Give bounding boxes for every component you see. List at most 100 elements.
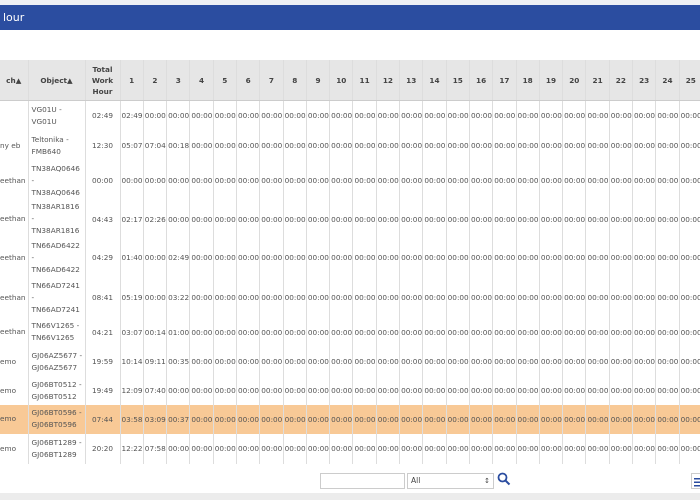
cell-day-17: 00:00 xyxy=(492,200,517,238)
cell-total-work-hour: 04:21 xyxy=(85,317,121,347)
cell-day-17: 00:00 xyxy=(492,433,517,464)
table-row[interactable]: eethan TN66AD6422 - TN66AD6422 04:29 01:40 0… xyxy=(0,237,700,278)
cell-day-5: 00:00 xyxy=(213,433,237,464)
cell-day-6: 00:00 xyxy=(236,160,261,201)
cell-day-3: 00:00 xyxy=(166,100,191,131)
cell-day-9: 00:00 xyxy=(306,404,331,434)
cell-day-5: 00:00 xyxy=(213,100,237,131)
cell-total-work-hour: 08:41 xyxy=(85,277,121,318)
table-row[interactable]: ny eb Teltonika - FMB640 12:30 05:07 07:04 00… xyxy=(0,130,700,161)
cell-day-25: 00:00 xyxy=(679,317,700,347)
cell-day-20: 00:00 xyxy=(562,200,587,238)
list-menu-icon[interactable] xyxy=(691,473,700,489)
cell-day-25: 00:00 xyxy=(679,130,700,161)
header-day-5: 5 xyxy=(213,60,237,101)
cell-day-19: 00:00 xyxy=(539,277,564,318)
cell-day-13: 00:00 xyxy=(399,376,424,405)
cell-day-22: 00:00 xyxy=(609,317,634,347)
cell-day-15: 00:00 xyxy=(446,277,470,318)
cell-day-7: 00:00 xyxy=(259,376,284,405)
cell-total-work-hour: 20:20 xyxy=(85,433,121,464)
cell-day-2: 00:14 xyxy=(143,317,168,347)
cell-day-6: 00:00 xyxy=(236,130,261,161)
cell-day-7: 00:00 xyxy=(259,200,284,238)
cell-day-9: 00:00 xyxy=(306,160,331,201)
table-row[interactable]: eethan TN66V1265 - TN66V1265 04:21 03:07 00:… xyxy=(0,317,700,347)
cell-day-2: 00:00 xyxy=(143,277,168,318)
cell-day-15: 00:00 xyxy=(446,404,470,434)
cell-day-20: 00:00 xyxy=(562,433,587,464)
cell-total-work-hour: 04:29 xyxy=(85,237,121,278)
table-row[interactable]: emo GJ06BT1289 - GJ06BT1289 20:20 12:22 07:5… xyxy=(0,433,700,464)
table-row[interactable]: eethan TN38AQ0646 - TN38AQ0646 00:00 00:00 0… xyxy=(0,160,700,201)
cell-day-5: 00:00 xyxy=(213,317,237,347)
cell-day-13: 00:00 xyxy=(399,404,424,434)
cell-day-8: 00:00 xyxy=(283,100,307,131)
cell-day-12: 00:00 xyxy=(376,200,401,238)
cell-day-14: 00:00 xyxy=(422,433,447,464)
cell-day-18: 00:00 xyxy=(516,317,540,347)
cell-day-10: 00:00 xyxy=(329,277,354,318)
header-day-15: 15 xyxy=(446,60,470,101)
filter-select[interactable]: All ↕ xyxy=(407,473,494,489)
cell-day-23: 00:00 xyxy=(632,130,657,161)
header-day-20: 20 xyxy=(562,60,587,101)
cell-branch: eethan xyxy=(0,277,29,318)
cell-day-13: 00:00 xyxy=(399,433,424,464)
table-row[interactable]: emo GJ06BT0596 - GJ06BT0596 07:44 03:58 03:0… xyxy=(0,404,700,434)
cell-branch: emo xyxy=(0,404,29,434)
cell-object: TN66V1265 - TN66V1265 xyxy=(28,317,86,347)
cell-total-work-hour: 19:59 xyxy=(85,346,121,377)
table-row[interactable]: eethan TN66AD7241 - TN66AD7241 08:41 05:19 0… xyxy=(0,277,700,318)
cell-day-8: 00:00 xyxy=(283,317,307,347)
cell-day-12: 00:00 xyxy=(376,376,401,405)
header-branch[interactable]: ch▲ xyxy=(0,60,29,101)
cell-day-14: 00:00 xyxy=(422,346,447,377)
cell-day-15: 00:00 xyxy=(446,160,470,201)
cell-branch: eethan xyxy=(0,317,29,347)
cell-day-6: 00:00 xyxy=(236,237,261,278)
table-header-row: ch▲ Object▲ Total Work Hour 1 2 3 4 5 6 7 8 9 10 11 12… xyxy=(0,60,700,101)
cell-day-6: 00:00 xyxy=(236,200,261,238)
cell-day-15: 00:00 xyxy=(446,130,470,161)
cell-day-20: 00:00 xyxy=(562,277,587,318)
cell-day-4: 00:00 xyxy=(189,433,214,464)
cell-day-12: 00:00 xyxy=(376,100,401,131)
header-day-16: 16 xyxy=(469,60,494,101)
cell-day-6: 00:00 xyxy=(236,346,261,377)
cell-day-16: 00:00 xyxy=(469,404,494,434)
search-input[interactable] xyxy=(320,473,405,489)
cell-day-7: 00:00 xyxy=(259,277,284,318)
cell-day-21: 00:00 xyxy=(585,100,610,131)
cell-day-22: 00:00 xyxy=(609,130,634,161)
table-row[interactable]: VG01U - VG01U 02:49 02:49 00:00 00:00 00:00 00… xyxy=(0,100,700,131)
cell-object: GJ06AZ5677 - GJ06AZ5677 xyxy=(28,346,86,377)
cell-day-11: 00:00 xyxy=(352,376,377,405)
cell-day-18: 00:00 xyxy=(516,200,540,238)
cell-day-7: 00:00 xyxy=(259,237,284,278)
cell-day-10: 00:00 xyxy=(329,404,354,434)
cell-day-9: 00:00 xyxy=(306,130,331,161)
cell-day-5: 00:00 xyxy=(213,346,237,377)
header-day-9: 9 xyxy=(306,60,331,101)
cell-day-8: 00:00 xyxy=(283,433,307,464)
cell-day-12: 00:00 xyxy=(376,237,401,278)
cell-branch: eethan xyxy=(0,237,29,278)
cell-day-3: 00:00 xyxy=(166,160,191,201)
table-row[interactable]: eethan TN38AR1816 - TN38AR1816 04:43 02:17 0… xyxy=(0,200,700,238)
cell-object: VG01U - VG01U xyxy=(28,100,86,131)
cell-day-10: 00:00 xyxy=(329,200,354,238)
table-row[interactable]: emo GJ06BT0512 - GJ06BT0512 19:49 12:09 07:4… xyxy=(0,376,700,405)
header-day-17: 17 xyxy=(492,60,517,101)
cell-day-24: 00:00 xyxy=(655,317,680,347)
cell-day-16: 00:00 xyxy=(469,200,494,238)
search-icon[interactable] xyxy=(497,472,511,486)
cell-branch xyxy=(0,100,29,131)
table-row[interactable]: emo GJ06AZ5677 - GJ06AZ5677 19:59 10:14 09:1… xyxy=(0,346,700,377)
cell-day-6: 00:00 xyxy=(236,100,261,131)
header-object[interactable]: Object▲ xyxy=(28,60,86,101)
cell-day-7: 00:00 xyxy=(259,317,284,347)
cell-day-3: 02:49 xyxy=(166,237,191,278)
cell-day-14: 00:00 xyxy=(422,237,447,278)
work-hour-table-container[interactable]: ch▲ Object▲ Total Work Hour 1 2 3 4 5 6 7 8 9 10 11 12… xyxy=(0,60,700,465)
